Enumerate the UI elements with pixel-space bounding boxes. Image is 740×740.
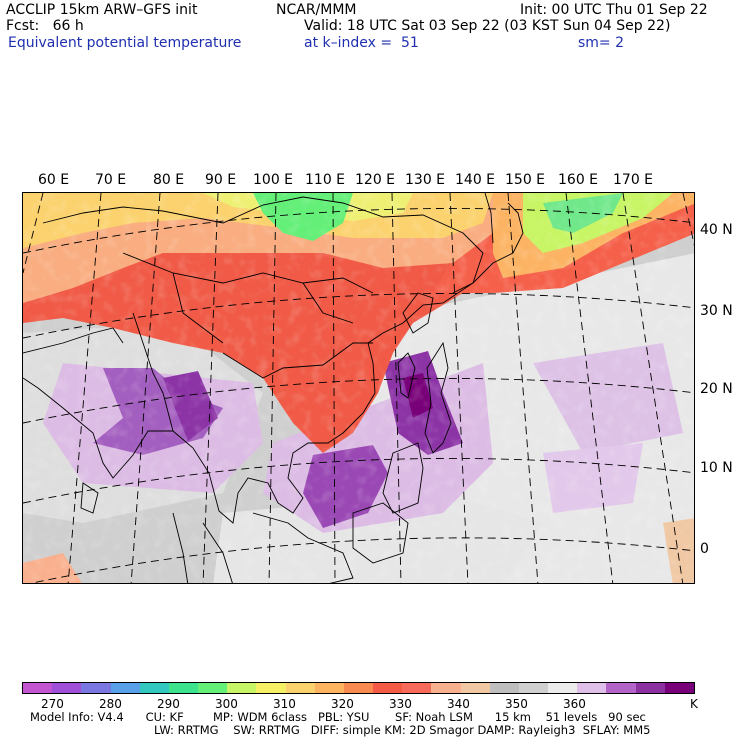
model-info-line2: LW: RRTMG SW: RRTMG DIFF: simple KM: 2D … [154,723,651,737]
colorbar-tick-label: 350 [505,697,528,711]
colorbar [22,682,695,694]
lon-label: 120 E [355,172,396,188]
lon-label: 90 E [205,172,237,188]
lon-label: 70 E [95,172,127,188]
colorbar-tick-label: 320 [331,697,354,711]
colorbar-segment [198,683,228,693]
lon-label: 150 E [505,172,546,188]
colorbar-segment [664,683,694,693]
colorbar-segment [460,683,490,693]
colorbar-segment [577,683,607,693]
colorbar-tick-label: 270 [41,697,64,711]
lat-label: 20 N [700,381,733,397]
colorbar-segment [285,683,315,693]
lon-label: 110 E [305,172,346,188]
institution-label: NCAR/MMM [276,2,357,18]
colorbar-segment [402,683,432,693]
colorbar-segment [343,683,374,693]
lat-label: 30 N [700,303,733,319]
field-name: Equivalent potential temperature [8,35,242,51]
model-title: ACCLIP 15km ARW–GFS init [6,2,198,18]
lon-label: 60 E [38,172,70,188]
lat-label: 10 N [700,460,733,476]
colorbar-segment [139,683,169,693]
lat-label: 0 [700,541,709,557]
colorbar-tick-label: 340 [447,697,470,711]
lon-label: 80 E [153,172,185,188]
lon-label: 170 E [613,172,654,188]
colorbar-segment [81,683,111,693]
colorbar-segment [168,683,199,693]
colorbar-segment [518,683,549,693]
colorbar-segment [431,683,461,693]
colorbar-tick-label: 300 [215,697,238,711]
lon-label: 160 E [558,172,599,188]
model-info-line1: Model Info: V4.4 CU: KF MP: WDM 6class P… [30,710,646,724]
smoothing-value: sm= 2 [578,35,625,51]
valid-time: Valid: 18 UTC Sat 03 Sep 22 (03 KST Sun … [304,18,671,34]
colorbar-segment [227,683,257,693]
colorbar-tick-label: 290 [157,697,180,711]
init-time: Init: 00 UTC Thu 01 Sep 22 [520,2,708,18]
colorbar-segment [373,683,403,693]
colorbar-tick-label: 310 [273,697,296,711]
colorbar-tick-label: 360 [563,697,586,711]
lon-label: 100 E [253,172,294,188]
level-index: at k–index = 51 [304,35,419,51]
colorbar-tick-label: K [690,697,698,711]
colorbar-segment [606,683,636,693]
lon-label: 140 E [455,172,496,188]
colorbar-segment [548,683,578,693]
colorbar-segment [314,683,344,693]
theta-e-map [22,192,695,584]
colorbar-segment [23,683,53,693]
colorbar-segment [489,683,519,693]
colorbar-segment [110,683,140,693]
colorbar-tick-label: 330 [389,697,412,711]
colorbar-segment [635,683,665,693]
colorbar-tick-label: 280 [99,697,122,711]
forecast-hour: Fcst: 66 h [6,18,84,34]
lon-label: 130 E [405,172,446,188]
colorbar-segment [52,683,82,693]
colorbar-segment [256,683,286,693]
lat-label: 40 N [700,222,733,238]
